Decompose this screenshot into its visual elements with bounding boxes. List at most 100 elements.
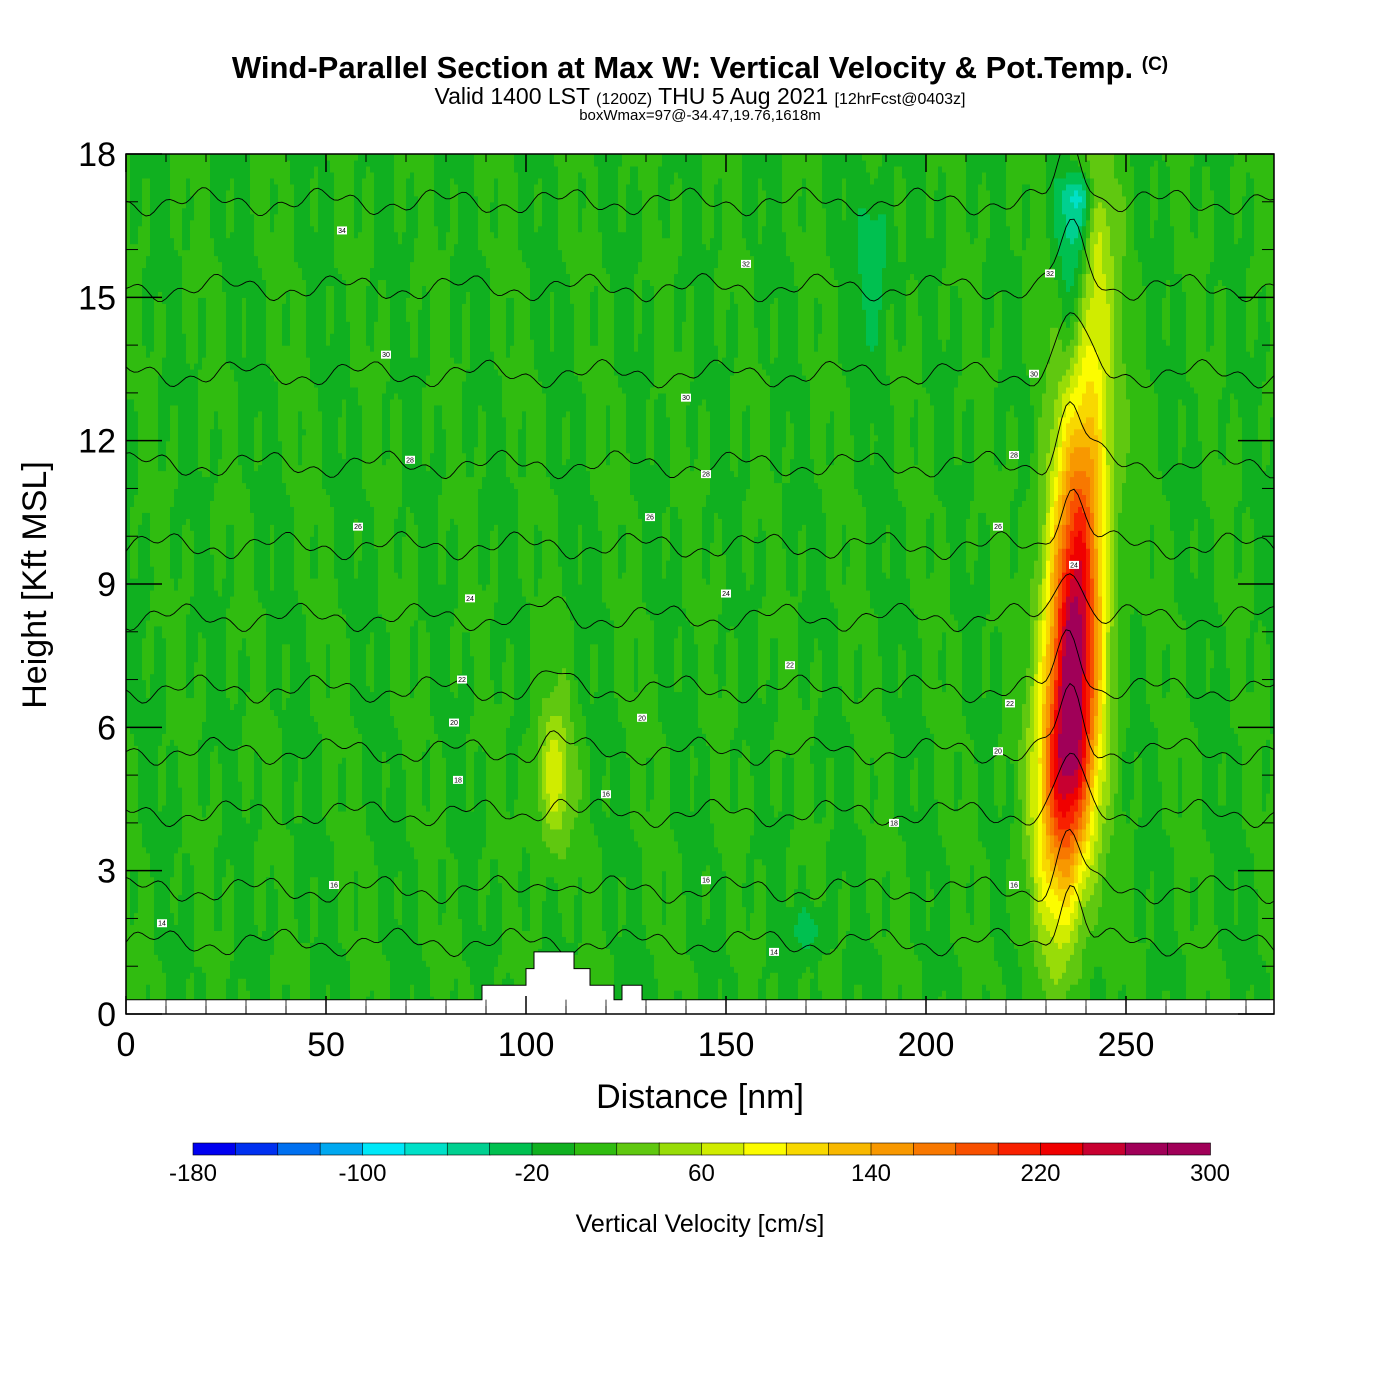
velocity-cell <box>310 876 315 943</box>
velocity-cell <box>1070 243 1075 286</box>
velocity-cell <box>666 416 671 507</box>
velocity-cell <box>1062 392 1067 418</box>
velocity-cell <box>1178 398 1183 466</box>
velocity-cell <box>954 751 959 812</box>
velocity-cell <box>678 154 683 179</box>
velocity-cell <box>282 643 287 711</box>
velocity-cell <box>990 327 995 633</box>
velocity-cell <box>1238 154 1243 239</box>
velocity-cell <box>1050 625 1055 669</box>
velocity-cell <box>130 870 135 926</box>
velocity-cell <box>242 637 247 716</box>
velocity-cell <box>482 751 487 848</box>
velocity-cell <box>622 392 627 525</box>
colorbar-tick-label: 300 <box>1190 1160 1230 1187</box>
velocity-cell <box>734 154 739 304</box>
velocity-cell <box>1082 422 1087 448</box>
velocity-cell <box>522 930 527 1014</box>
velocity-cell <box>774 721 779 818</box>
velocity-cell <box>710 822 715 1014</box>
velocity-cell <box>1070 154 1075 161</box>
velocity-cell <box>1130 799 1135 1014</box>
velocity-cell <box>1062 876 1067 890</box>
velocity-cell <box>1186 380 1191 699</box>
velocity-cell <box>1046 601 1051 645</box>
velocity-cell <box>342 810 347 949</box>
velocity-cell <box>910 804 915 943</box>
velocity-cell <box>638 189 643 263</box>
velocity-cell <box>394 727 399 878</box>
velocity-cell <box>146 984 151 1014</box>
velocity-cell <box>1194 876 1199 926</box>
velocity-cell <box>414 858 419 1014</box>
velocity-cell <box>942 171 947 269</box>
velocity-cell <box>1038 978 1043 1014</box>
velocity-cell <box>838 154 843 364</box>
velocity-cell <box>522 410 527 478</box>
velocity-cell <box>790 757 795 830</box>
velocity-cell <box>1210 154 1215 191</box>
velocity-cell <box>1174 601 1179 931</box>
contour-label-bg <box>465 594 475 603</box>
velocity-cell <box>1038 619 1043 663</box>
velocity-cell <box>458 673 463 920</box>
velocity-cell <box>314 578 319 722</box>
velocity-cell <box>610 154 615 292</box>
velocity-cell <box>194 154 199 364</box>
colorbar-swatch <box>913 1142 957 1156</box>
velocity-cell <box>310 942 315 1014</box>
velocity-cell <box>890 303 895 406</box>
velocity-cell <box>770 303 775 364</box>
velocity-cell <box>142 345 147 513</box>
velocity-cell <box>270 864 275 955</box>
velocity-cell <box>802 864 807 908</box>
velocity-cell <box>338 810 343 943</box>
velocity-cell <box>706 410 711 496</box>
velocity-cell <box>442 757 447 860</box>
velocity-cell <box>278 727 283 1014</box>
velocity-cell <box>946 542 951 866</box>
velocity-cell <box>1058 978 1063 1014</box>
velocity-cell <box>458 154 463 364</box>
velocity-cell <box>598 530 603 848</box>
velocity-cell <box>258 410 263 466</box>
velocity-cell <box>210 428 215 501</box>
velocity-cell <box>882 154 887 215</box>
velocity-cell <box>202 721 207 818</box>
velocity-cell <box>1070 530 1075 555</box>
velocity-cell <box>218 595 223 764</box>
velocity-cell <box>1158 781 1163 1014</box>
velocity-cell <box>542 745 547 800</box>
velocity-cell <box>1118 183 1123 513</box>
velocity-cell <box>1074 171 1079 185</box>
velocity-cell <box>594 691 599 836</box>
velocity-cell <box>870 757 875 824</box>
theta-contours: 1414161616161818202020222222242424262626… <box>126 154 1274 958</box>
velocity-cell <box>1050 733 1055 788</box>
velocity-cell <box>198 631 203 740</box>
velocity-cell <box>398 870 403 926</box>
velocity-cell <box>854 703 859 824</box>
colorbar-swatch <box>616 1142 660 1156</box>
velocity-cell <box>270 231 275 376</box>
velocity-cell <box>1134 936 1139 1014</box>
theta-contour-line <box>126 629 1274 704</box>
velocity-cell <box>674 351 679 507</box>
velocity-cell <box>1034 924 1039 967</box>
velocity-cell <box>510 816 515 979</box>
velocity-cell <box>750 154 755 257</box>
velocity-cell <box>878 165 883 215</box>
velocity-cell <box>514 799 519 1014</box>
velocity-cell <box>582 177 587 209</box>
velocity-cell <box>914 757 919 812</box>
velocity-cell <box>1058 685 1063 734</box>
contour-label-bg <box>337 226 347 235</box>
velocity-cell <box>942 351 947 507</box>
velocity-cell <box>634 840 639 991</box>
velocity-cell <box>406 297 411 322</box>
velocity-cell <box>338 942 343 1014</box>
velocity-cell <box>338 273 343 418</box>
velocity-cell <box>1110 255 1115 627</box>
velocity-cell <box>242 978 247 1014</box>
velocity-cell <box>950 154 955 286</box>
